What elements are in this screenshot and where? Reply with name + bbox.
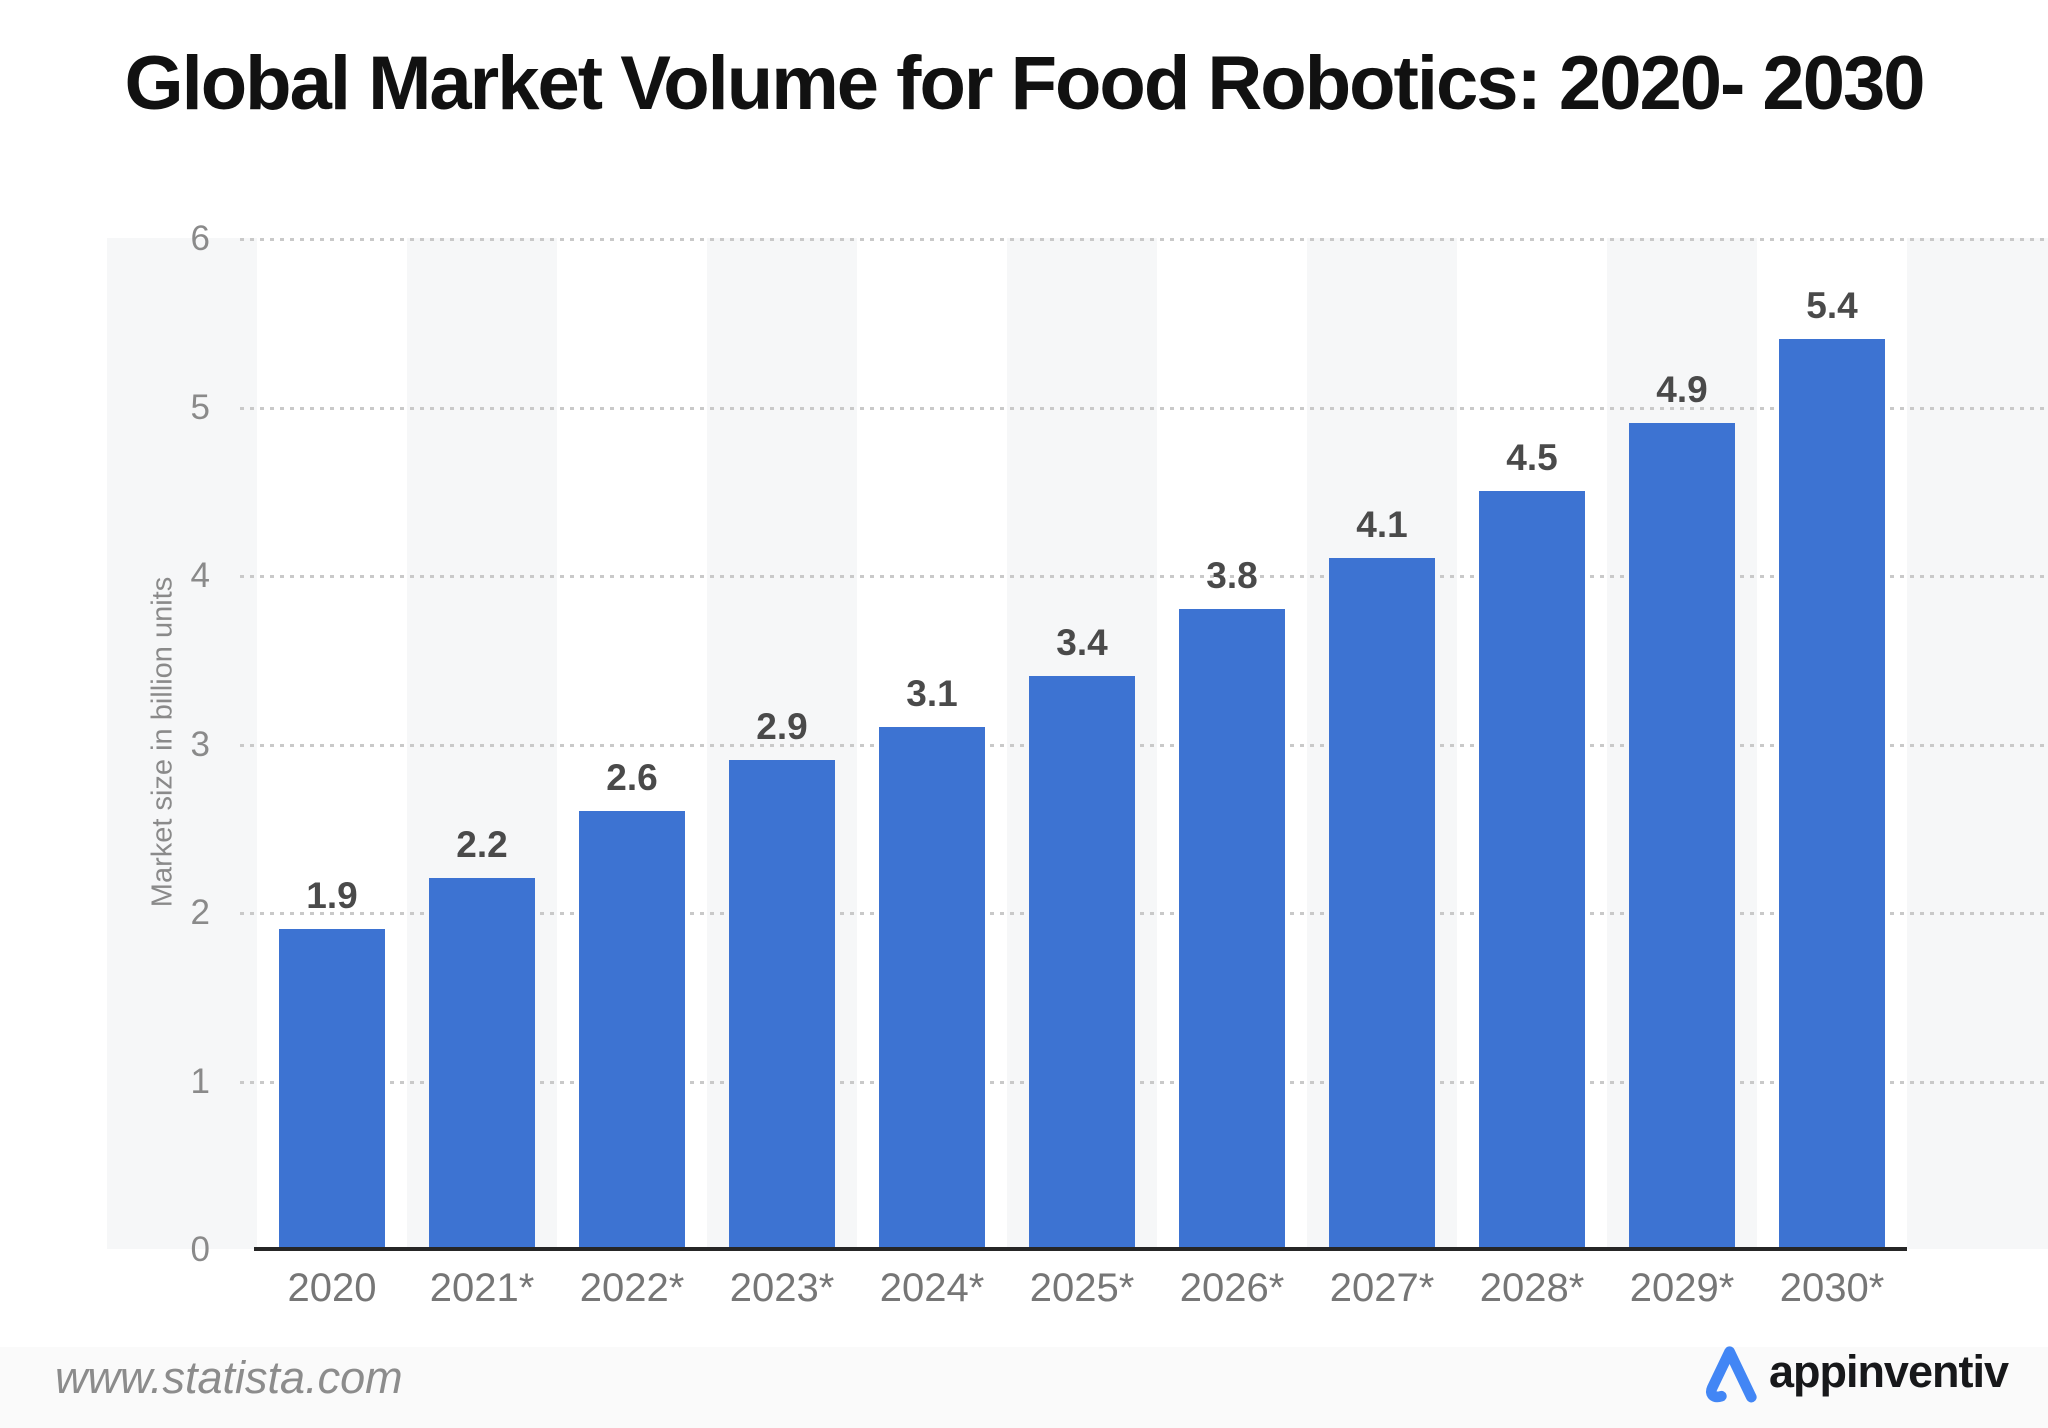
gridline-y4: [240, 575, 2048, 578]
y-tick-label-4: 4: [190, 556, 210, 595]
x-tick-label-2023: 2023*: [729, 1266, 835, 1310]
y-tick-label-0: 0: [190, 1230, 210, 1269]
brand-logo: appinventiv: [1703, 1336, 2009, 1408]
bar-2030: 5.4: [1779, 285, 1885, 1249]
gridline-y1: [240, 1080, 2048, 1084]
bar-value-label: 1.9: [306, 874, 358, 916]
y-tick-label-3: 3: [190, 724, 210, 764]
bar-value-label: 2.6: [606, 756, 658, 798]
bar-rect: [1329, 558, 1435, 1249]
y-tick-label-1: 1: [190, 1061, 210, 1101]
bar-rect: [1629, 423, 1735, 1249]
x-tick-label-2026: 2026*: [1179, 1266, 1285, 1310]
bar-rect: [579, 810, 685, 1249]
bar-2023: 2.9: [729, 706, 835, 1249]
bar-value-label: 3.4: [1056, 622, 1108, 664]
bar-rect: [1029, 676, 1135, 1249]
bar-rect: [879, 726, 985, 1249]
bar-rect: [429, 878, 535, 1249]
x-tick-label-2022: 2022*: [579, 1266, 685, 1310]
gridline-y3: [240, 743, 2048, 747]
brand-name: appinventiv: [1768, 1346, 2009, 1397]
bar-value-label: 2.2: [456, 824, 508, 866]
gridline-y6: [240, 238, 2048, 241]
bar-2024: 3.1: [879, 673, 985, 1249]
x-tick-label-2024: 2024*: [879, 1266, 985, 1310]
bar-2025: 3.4: [1029, 622, 1135, 1249]
x-tick-label-2030: 2030*: [1779, 1266, 1885, 1310]
bar-value-label: 4.1: [1356, 504, 1408, 546]
bar-rect: [729, 760, 835, 1249]
bar-2029: 4.9: [1629, 369, 1735, 1249]
x-tick-label-2021: 2021*: [429, 1266, 535, 1310]
bar-value-label: 3.8: [1206, 554, 1258, 596]
x-tick-label-2025: 2025*: [1029, 1266, 1135, 1310]
x-tick-label-2028: 2028*: [1479, 1266, 1585, 1310]
bar-rect: [1479, 490, 1585, 1249]
x-tick-label-2027: 2027*: [1329, 1266, 1435, 1310]
bar-2020: 1.9: [279, 875, 385, 1249]
bar-2021: 2.2: [429, 824, 535, 1249]
appinventiv-icon: [1705, 1346, 1757, 1403]
bar-2022: 2.6: [579, 757, 685, 1249]
bar-rect: [1179, 608, 1285, 1249]
bar-value-label: 3.1: [906, 672, 958, 714]
source-link: www.statista.com: [55, 1352, 403, 1403]
bar-2028: 4.5: [1479, 437, 1585, 1249]
gridline-y5: [240, 406, 2048, 410]
y-tick-label-2: 2: [190, 893, 210, 932]
x-tick-label-2029: 2029*: [1629, 1266, 1735, 1310]
bar-rect: [1779, 339, 1885, 1249]
gridline-y2: [240, 912, 2048, 915]
y-tick-label-5: 5: [190, 387, 210, 427]
bar-value-label: 4.5: [1506, 436, 1558, 478]
bar-value-label: 5.4: [1806, 285, 1858, 327]
bar-value-label: 4.9: [1656, 369, 1708, 411]
bar-value-label: 2.9: [756, 706, 808, 748]
bar-2027: 4.1: [1329, 504, 1435, 1249]
background-stripe: [107, 238, 257, 1249]
y-tick-label-6: 6: [190, 219, 210, 258]
bar-rect: [279, 928, 385, 1249]
plot-area: 1.9 2.2 2.6 2.9 3.1 3.4 3.8 4.1 4.5 4.9 5.4: [0, 238, 2048, 1249]
x-tick-label-2020: 2020: [287, 1266, 377, 1310]
bar-2026: 3.8: [1179, 555, 1285, 1249]
x-axis-line: [254, 1247, 1907, 1251]
chart-title: Global Market Volume for Food Robotics: …: [124, 41, 1926, 126]
